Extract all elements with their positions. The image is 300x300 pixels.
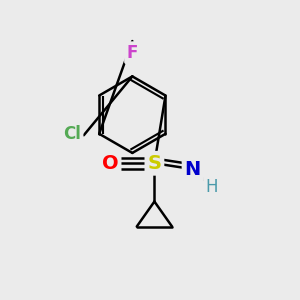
Text: Cl: Cl: [63, 125, 81, 143]
Text: H: H: [206, 178, 218, 196]
Text: F: F: [127, 44, 138, 62]
Text: N: N: [184, 160, 201, 178]
Text: S: S: [147, 154, 161, 173]
Text: O: O: [102, 154, 119, 173]
